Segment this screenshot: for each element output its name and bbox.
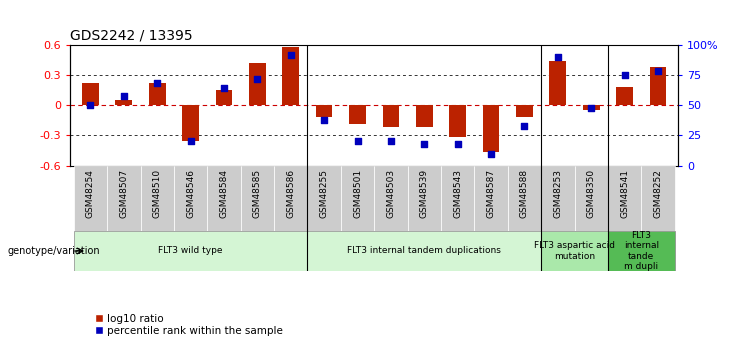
Bar bbox=[74, 231, 308, 271]
Point bbox=[385, 139, 397, 144]
Text: GSM48254: GSM48254 bbox=[86, 169, 95, 218]
Bar bbox=[174, 166, 207, 231]
Bar bbox=[341, 166, 374, 231]
Bar bbox=[574, 166, 608, 231]
Point bbox=[552, 54, 564, 60]
Bar bbox=[116, 100, 132, 105]
Bar bbox=[274, 166, 308, 231]
Text: GSM48584: GSM48584 bbox=[219, 169, 228, 218]
Bar bbox=[308, 166, 341, 231]
Bar bbox=[141, 166, 174, 231]
Text: GSM48586: GSM48586 bbox=[286, 169, 295, 218]
Bar bbox=[541, 166, 574, 231]
Text: genotype/variation: genotype/variation bbox=[7, 246, 100, 256]
Bar bbox=[316, 105, 333, 117]
Bar bbox=[441, 166, 474, 231]
Bar bbox=[617, 87, 633, 105]
Text: GSM48588: GSM48588 bbox=[520, 169, 529, 218]
Bar bbox=[382, 105, 399, 127]
Bar bbox=[207, 166, 241, 231]
Point bbox=[218, 86, 230, 91]
Bar bbox=[249, 63, 266, 105]
Point bbox=[585, 105, 597, 110]
Point bbox=[285, 52, 296, 57]
Text: GSM48350: GSM48350 bbox=[587, 169, 596, 218]
Text: FLT3
internal
tande
m dupli: FLT3 internal tande m dupli bbox=[624, 231, 659, 271]
Text: GSM48253: GSM48253 bbox=[554, 169, 562, 218]
Bar bbox=[408, 166, 441, 231]
Point bbox=[519, 123, 531, 129]
Text: GSM48252: GSM48252 bbox=[654, 169, 662, 218]
Bar bbox=[107, 166, 141, 231]
Bar bbox=[216, 90, 233, 105]
Text: GSM48543: GSM48543 bbox=[453, 169, 462, 218]
Legend: log10 ratio, percentile rank within the sample: log10 ratio, percentile rank within the … bbox=[90, 310, 287, 340]
Bar bbox=[650, 67, 666, 105]
Bar bbox=[516, 105, 533, 117]
Point bbox=[419, 141, 431, 147]
Bar bbox=[482, 105, 499, 151]
Bar bbox=[608, 231, 674, 271]
Bar bbox=[583, 105, 599, 110]
Bar bbox=[308, 231, 541, 271]
Bar bbox=[508, 166, 541, 231]
Text: GSM48541: GSM48541 bbox=[620, 169, 629, 218]
Text: GSM48510: GSM48510 bbox=[153, 169, 162, 218]
Text: FLT3 internal tandem duplications: FLT3 internal tandem duplications bbox=[348, 246, 501, 256]
Point bbox=[619, 72, 631, 78]
Point bbox=[351, 139, 363, 144]
Bar bbox=[74, 166, 107, 231]
Point bbox=[185, 139, 196, 144]
Point bbox=[485, 151, 497, 156]
Bar bbox=[241, 166, 274, 231]
Bar bbox=[82, 83, 99, 105]
Text: GSM48539: GSM48539 bbox=[420, 169, 429, 218]
Text: GSM48255: GSM48255 bbox=[319, 169, 328, 218]
Bar bbox=[349, 105, 366, 124]
Point bbox=[652, 69, 664, 74]
Text: FLT3 wild type: FLT3 wild type bbox=[159, 246, 223, 256]
Text: GSM48503: GSM48503 bbox=[386, 169, 396, 218]
Bar bbox=[416, 105, 433, 127]
Bar bbox=[608, 166, 641, 231]
Bar bbox=[374, 166, 408, 231]
Bar bbox=[474, 166, 508, 231]
Bar bbox=[550, 61, 566, 105]
Point bbox=[318, 117, 330, 122]
Point bbox=[452, 141, 464, 147]
Point bbox=[151, 81, 163, 86]
Text: FLT3 aspartic acid
mutation: FLT3 aspartic acid mutation bbox=[534, 241, 615, 261]
Bar bbox=[149, 83, 165, 105]
Text: GDS2242 / 13395: GDS2242 / 13395 bbox=[70, 28, 193, 42]
Bar bbox=[641, 166, 674, 231]
Bar bbox=[541, 231, 608, 271]
Bar bbox=[449, 105, 466, 137]
Point bbox=[251, 76, 263, 81]
Point bbox=[118, 93, 130, 98]
Point bbox=[84, 102, 96, 108]
Text: GSM48587: GSM48587 bbox=[487, 169, 496, 218]
Text: GSM48585: GSM48585 bbox=[253, 169, 262, 218]
Bar bbox=[282, 47, 299, 105]
Text: GSM48546: GSM48546 bbox=[186, 169, 195, 218]
Text: GSM48501: GSM48501 bbox=[353, 169, 362, 218]
Bar bbox=[182, 105, 199, 141]
Text: GSM48507: GSM48507 bbox=[119, 169, 128, 218]
